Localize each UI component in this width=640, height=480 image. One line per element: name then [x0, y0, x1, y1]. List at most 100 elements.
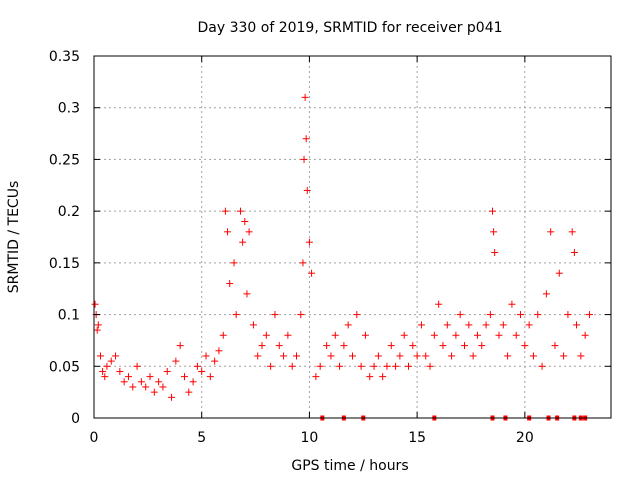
- data-point: [96, 352, 104, 360]
- data-point: [400, 331, 408, 339]
- data-point: [198, 367, 206, 375]
- data-point: [585, 311, 593, 319]
- data-point: [232, 311, 240, 319]
- data-point: [271, 311, 279, 319]
- data-point: [176, 342, 184, 350]
- data-point: [413, 352, 421, 360]
- data-point: [370, 362, 378, 370]
- data-point: [327, 352, 335, 360]
- data-point: [230, 259, 238, 267]
- data-point: [525, 321, 533, 329]
- data-point: [465, 321, 473, 329]
- x-axis-label: GPS time / hours: [291, 458, 408, 474]
- data-point: [521, 342, 529, 350]
- data-point: [387, 342, 395, 350]
- data-point: [302, 135, 310, 143]
- data-point: [185, 388, 193, 396]
- data-point: [482, 321, 490, 329]
- data-point: [189, 378, 197, 386]
- data-point: [538, 362, 546, 370]
- data-point: [245, 228, 253, 236]
- data-point: [573, 321, 581, 329]
- x-tick-label: 0: [90, 430, 99, 446]
- y-tick-label: 0.3: [58, 101, 80, 117]
- data-point: [426, 362, 434, 370]
- data-point: [288, 362, 296, 370]
- data-point: [323, 342, 331, 350]
- data-point: [249, 321, 257, 329]
- data-point: [172, 357, 180, 365]
- data-point: [292, 352, 300, 360]
- data-point: [495, 331, 503, 339]
- plot-frame: [93, 55, 612, 419]
- x-tick-label: 15: [408, 430, 426, 446]
- data-point: [486, 311, 494, 319]
- data-point: [284, 331, 292, 339]
- data-point: [297, 311, 305, 319]
- data-point: [267, 362, 275, 370]
- x-tick-label: 10: [301, 430, 319, 446]
- data-point: [379, 373, 387, 381]
- data-point: [241, 217, 249, 225]
- data-point: [512, 331, 520, 339]
- data-point: [226, 280, 234, 288]
- data-point: [239, 238, 247, 246]
- data-point: [469, 352, 477, 360]
- data-point: [456, 311, 464, 319]
- data-point: [405, 362, 413, 370]
- data-point: [353, 311, 361, 319]
- data-point: [435, 300, 443, 308]
- data-point: [392, 362, 400, 370]
- data-point: [551, 342, 559, 350]
- data-point: [103, 362, 111, 370]
- data-point: [258, 342, 266, 350]
- data-point: [448, 352, 456, 360]
- data-point: [422, 352, 430, 360]
- data-point: [336, 362, 344, 370]
- data-point: [155, 378, 163, 386]
- tick-labels: 0 5 10 15 20 0 0.05 0.1 0.15 0.2 0.25 0.3 0.35: [49, 49, 534, 446]
- data-point: [508, 300, 516, 308]
- data-point: [312, 373, 320, 381]
- data-point: [316, 362, 324, 370]
- data-point: [202, 352, 210, 360]
- data-point: [215, 347, 223, 355]
- data-point: [93, 326, 101, 334]
- data-point: [534, 311, 542, 319]
- data-point: [478, 342, 486, 350]
- data-point: [517, 311, 525, 319]
- data-point: [180, 373, 188, 381]
- data-point: [193, 362, 201, 370]
- data-point: [107, 357, 115, 365]
- data-point: [504, 352, 512, 360]
- data-point: [489, 207, 497, 215]
- data-point: [301, 93, 309, 101]
- data-point: [361, 331, 369, 339]
- data-point: [224, 228, 232, 236]
- data-point: [417, 321, 425, 329]
- chart-title: Day 330 of 2019, SRMTID for receiver p04…: [197, 20, 502, 36]
- data-point: [133, 362, 141, 370]
- data-point: [439, 342, 447, 350]
- y-tick-label: 0.35: [49, 49, 80, 65]
- data-point: [112, 352, 120, 360]
- data-point: [146, 373, 154, 381]
- y-tick-label: 0.05: [49, 359, 80, 375]
- data-point: [116, 367, 124, 375]
- data-point: [331, 331, 339, 339]
- data-point: [499, 321, 507, 329]
- data-point: [366, 373, 374, 381]
- data-point: [452, 331, 460, 339]
- data-point: [547, 228, 555, 236]
- data-point: [555, 269, 563, 277]
- data-point: [300, 155, 308, 163]
- data-point: [124, 373, 132, 381]
- data-point: [91, 300, 99, 308]
- grid: [94, 56, 611, 418]
- data-point: [168, 393, 176, 401]
- data-point: [568, 228, 576, 236]
- data-point: [94, 321, 102, 329]
- data-point: [159, 383, 167, 391]
- data-point: [120, 378, 128, 386]
